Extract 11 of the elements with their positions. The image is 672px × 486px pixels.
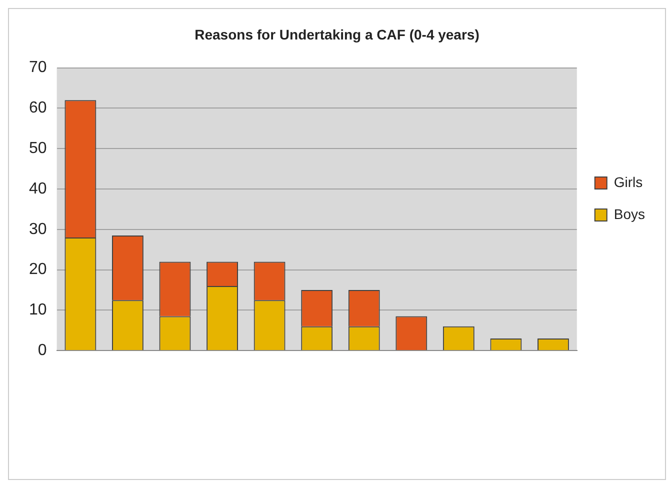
y-tick-label: 40 bbox=[29, 180, 47, 198]
y-tick-label: 10 bbox=[29, 302, 47, 319]
y-tick-label: 0 bbox=[38, 342, 47, 360]
y-tick-label: 60 bbox=[29, 100, 47, 117]
legend-label: Boys bbox=[614, 206, 645, 222]
y-tick-label: 20 bbox=[29, 261, 47, 278]
y-tick-label: 70 bbox=[29, 59, 47, 76]
chart-title: Reasons for Undertaking a CAF (0-4 years) bbox=[194, 26, 480, 42]
y-tick-label: 30 bbox=[29, 220, 47, 238]
y-tick-label: 50 bbox=[29, 140, 47, 158]
legend-label: Girls bbox=[614, 174, 643, 190]
